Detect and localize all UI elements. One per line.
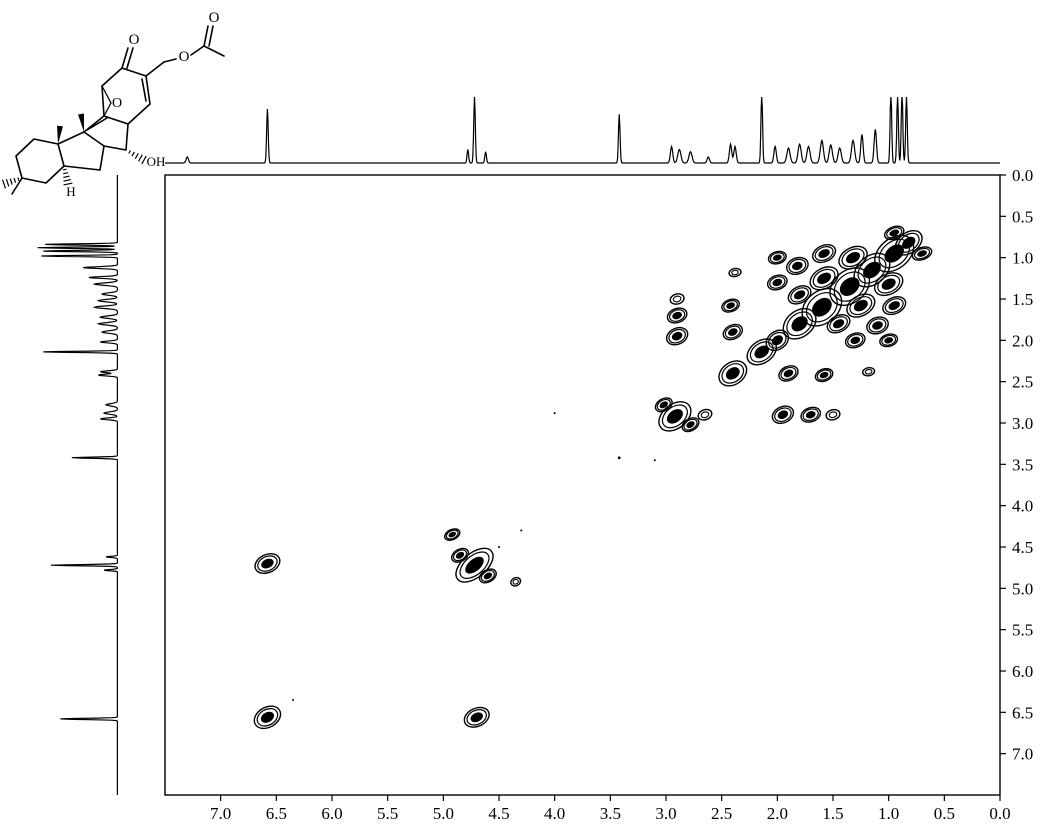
speckle — [292, 699, 294, 701]
x-tick-label: 4.0 — [544, 804, 565, 823]
x-tick-label: 3.5 — [600, 804, 621, 823]
x-tick-label: 3.0 — [655, 804, 676, 823]
y-tick-label: 0.0 — [1012, 166, 1033, 185]
crosspeak — [862, 367, 875, 377]
speckle — [554, 412, 556, 414]
svg-text:H: H — [66, 184, 75, 199]
crosspeak — [878, 332, 898, 348]
y-tick-label: 3.5 — [1012, 455, 1033, 474]
crosspeak — [252, 550, 283, 577]
crosspeak — [728, 268, 741, 278]
crosspeak — [810, 241, 839, 266]
svg-text:O: O — [129, 32, 140, 48]
crosspeak — [880, 293, 909, 318]
svg-text:O: O — [209, 10, 220, 26]
crosspeaks — [250, 224, 933, 733]
crosspeak — [461, 704, 492, 731]
y-tick-label: 6.5 — [1012, 703, 1033, 722]
top-1d-trace — [165, 97, 1000, 163]
crosspeak — [664, 324, 691, 348]
x-tick-label: 2.0 — [767, 804, 788, 823]
svg-text:O: O — [179, 49, 190, 65]
x-tick-label: 5.5 — [377, 804, 398, 823]
molecule-structure: OOHOHOO — [3, 10, 224, 199]
nmr-cosy-figure: 7.0 6.5 6.0 5.5 5.0 4.5 4.0 3.5 3.0 2.5 2.0 1.5 1.0 0… — [0, 0, 1051, 832]
crosspeak — [477, 566, 499, 585]
speckle — [618, 456, 621, 459]
y-tick-label: 7.0 — [1012, 745, 1033, 764]
y-tick-label: 3.0 — [1012, 414, 1033, 433]
x-tick-label: 0.0 — [989, 804, 1010, 823]
crosspeak — [721, 321, 745, 342]
y-tick-label: 2.5 — [1012, 373, 1033, 392]
y-tick-label: 1.5 — [1012, 290, 1033, 309]
speckle — [520, 529, 522, 531]
x-tick-label: 4.5 — [488, 804, 509, 823]
y-tick-label: 5.0 — [1012, 579, 1033, 598]
crosspeak — [450, 542, 499, 589]
y-tick-label: 2.0 — [1012, 331, 1033, 350]
y-tick-label: 6.0 — [1012, 662, 1033, 681]
crosspeak — [799, 405, 823, 425]
y-tick-label: 4.5 — [1012, 538, 1033, 557]
crosspeak — [449, 546, 471, 565]
speckle — [498, 546, 500, 548]
crosspeak — [669, 292, 685, 305]
x-tick-label: 2.5 — [711, 804, 732, 823]
crosspeak — [720, 297, 741, 314]
x-tick-label: 1.0 — [878, 804, 899, 823]
left-1d-trace — [38, 175, 118, 795]
crosspeak — [697, 408, 714, 422]
y-tick-label: 0.5 — [1012, 207, 1033, 226]
x-tick-label: 5.0 — [433, 804, 454, 823]
speckle — [654, 459, 656, 461]
crosspeak — [776, 363, 800, 384]
crosspeak — [443, 527, 462, 543]
crosspeak — [509, 576, 521, 587]
crosspeak — [665, 306, 689, 326]
crosspeak — [785, 282, 814, 307]
crosspeak — [767, 250, 787, 266]
svg-text:OH: OH — [147, 154, 166, 169]
x-tick-label: 6.5 — [266, 804, 287, 823]
x-tick-label: 6.0 — [321, 804, 342, 823]
y-tick-label: 1.0 — [1012, 249, 1033, 268]
y-tick-label: 4.0 — [1012, 497, 1033, 516]
x-tick-label: 1.5 — [822, 804, 843, 823]
x-tick-label: 7.0 — [210, 804, 231, 823]
crosspeak — [784, 255, 810, 278]
y-tick-label: 5.5 — [1012, 621, 1033, 640]
crosspeak — [766, 272, 790, 292]
svg-text:O: O — [112, 96, 122, 111]
crosspeak — [250, 702, 284, 733]
crosspeak — [814, 366, 835, 383]
crosspeak — [806, 262, 842, 294]
crosspeak — [714, 356, 751, 391]
x-tick-label: 0.5 — [934, 804, 955, 823]
crosspeak — [843, 330, 867, 350]
crosspeak — [825, 408, 841, 421]
crosspeak — [770, 403, 797, 427]
nmr-cosy-svg: 7.0 6.5 6.0 5.5 5.0 4.5 4.0 3.5 3.0 2.5 2.0 1.5 1.0 0… — [0, 0, 1051, 832]
crosspeak — [864, 314, 890, 337]
